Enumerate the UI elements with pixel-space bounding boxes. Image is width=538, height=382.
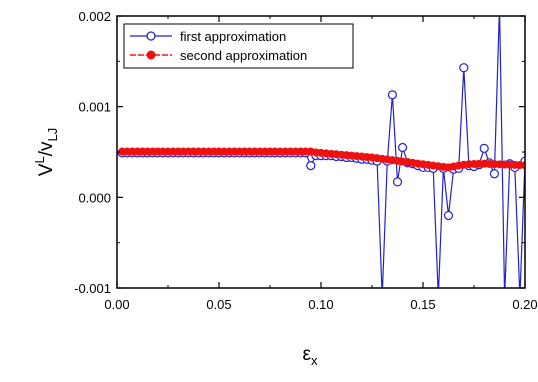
y-axis-label: VL/vLJ	[32, 128, 60, 176]
y-axis-label-base: V	[36, 163, 57, 176]
data-point-second	[521, 161, 525, 170]
x-tick-label: 0.00	[104, 297, 129, 312]
data-point-first	[392, 177, 403, 187]
data-point-first	[501, 293, 509, 301]
x-tick-label: 0.15	[410, 297, 435, 312]
y-axis-label-sup: L	[32, 156, 47, 163]
x-axis-label: εx	[303, 344, 318, 368]
data-point-first	[496, 3, 504, 11]
y-tick-label: 0.002	[78, 9, 111, 24]
y-axis-label-sub: LJ	[45, 128, 60, 142]
x-tick-label: 0.05	[206, 297, 231, 312]
data-point-first	[306, 161, 316, 171]
legend-entry-second: second approximation	[130, 48, 307, 63]
legend-entry-first: first approximation	[130, 29, 286, 44]
data-point-first	[489, 169, 499, 179]
data-point-first	[443, 210, 454, 221]
y-axis-label-mid: /v	[36, 141, 57, 156]
legend: first approximation second approximation	[123, 23, 354, 69]
x-axis-label-base: ε	[303, 344, 312, 365]
y-tick-label: 0.000	[78, 190, 111, 205]
y-tick-label: -0.001	[74, 281, 111, 296]
legend-marker-second	[146, 50, 156, 60]
data-point-first	[387, 90, 397, 100]
x-axis-label-sub: x	[311, 353, 318, 368]
legend-label-second: second approximation	[180, 48, 307, 63]
data-point-first	[398, 142, 408, 153]
legend-marker-first	[146, 31, 156, 41]
plot-area	[117, 3, 525, 301]
legend-label-first: first approximation	[180, 29, 286, 44]
y-tick-label: 0.001	[78, 100, 111, 115]
legend-box	[123, 23, 354, 69]
data-point-first	[479, 143, 489, 153]
x-tick-label: 0.10	[308, 297, 333, 312]
axis-ticks: 0.00 0.05 0.10 0.15 0.20 -0.001 0.000 0.001 0.00…	[74, 9, 538, 312]
data-point-first	[459, 63, 469, 73]
data-point-first	[378, 293, 386, 301]
x-tick-label: 0.20	[512, 297, 537, 312]
